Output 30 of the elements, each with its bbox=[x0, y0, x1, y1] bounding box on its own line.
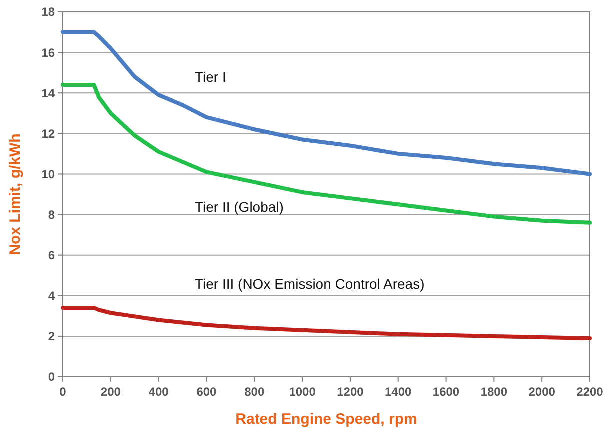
x-tick-label: 600 bbox=[196, 385, 218, 399]
y-tick-label: 0 bbox=[48, 370, 56, 384]
x-tick-label: 800 bbox=[244, 385, 265, 399]
x-tick-label: 1600 bbox=[432, 385, 460, 399]
line-series bbox=[61, 30, 592, 176]
y-tick-label: 6 bbox=[48, 248, 56, 263]
annotation: Tier II (Global) bbox=[195, 199, 284, 215]
x-tick-label: 200 bbox=[100, 385, 122, 399]
y-tick-label: 18 bbox=[42, 5, 56, 20]
x-axis-title: Rated Engine Speed, rpm bbox=[236, 411, 418, 428]
y-tick-label: 2 bbox=[48, 330, 56, 344]
x-tick-label: 2200 bbox=[576, 385, 604, 399]
x-tick-label: 1200 bbox=[337, 385, 364, 399]
y-axis-title: Nox Limit, g/kWh bbox=[7, 134, 24, 256]
annotation: Tier I bbox=[195, 69, 226, 85]
x-tick-label: 1000 bbox=[289, 385, 316, 399]
y-tick-label: 14 bbox=[42, 86, 56, 100]
x-tick-label: 2000 bbox=[528, 385, 556, 399]
y-tick-label: 16 bbox=[42, 46, 56, 60]
y-tick-label: 10 bbox=[42, 167, 56, 182]
x-tick-label: 400 bbox=[148, 385, 170, 399]
x-tick-label: 0 bbox=[60, 385, 67, 399]
line-series bbox=[61, 306, 592, 340]
y-tick-label: 12 bbox=[42, 126, 56, 141]
x-tick-label: 1400 bbox=[385, 385, 412, 399]
y-tick-label: 8 bbox=[48, 208, 56, 222]
x-tick-label: 1800 bbox=[480, 385, 508, 399]
line-series bbox=[61, 83, 592, 225]
annotation: Tier III (NOx Emission Control Areas) bbox=[195, 276, 425, 292]
y-tick-label: 4 bbox=[48, 289, 56, 304]
